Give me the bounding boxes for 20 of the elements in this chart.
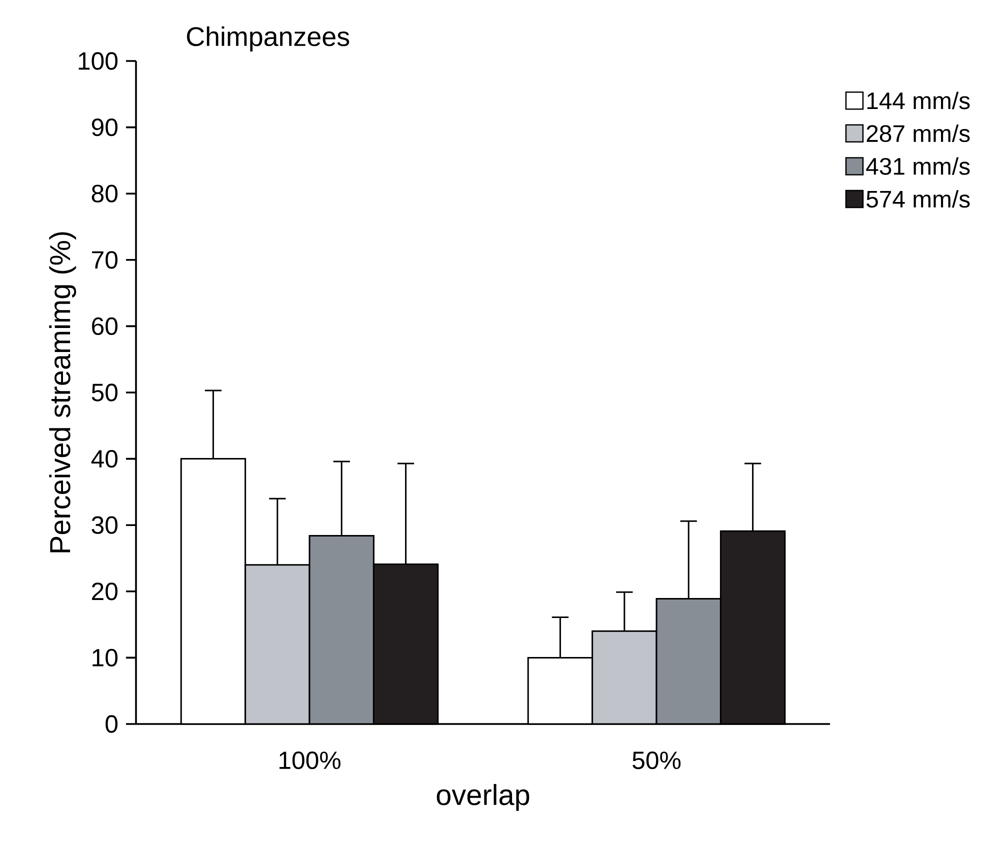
y-tick-label: 20 bbox=[92, 582, 118, 600]
y-tick-label: 0 bbox=[106, 715, 118, 733]
y-axis-title: Perceived streamimg (%) bbox=[49, 232, 76, 552]
x-tick-label: 50% bbox=[632, 752, 681, 770]
y-tick-label: 50 bbox=[92, 384, 118, 402]
y-tick-label: 90 bbox=[92, 118, 118, 136]
y-tick-label: 80 bbox=[92, 184, 118, 202]
legend-label: 574 mm/s bbox=[866, 190, 970, 208]
x-axis-title: overlap bbox=[436, 784, 530, 811]
legend-label: 431 mm/s bbox=[866, 157, 970, 175]
y-tick-label: 10 bbox=[92, 648, 118, 667]
x-tick-label: 100% bbox=[280, 752, 340, 770]
legend-label: 144 mm/s bbox=[867, 92, 970, 110]
y-tick-label: 30 bbox=[92, 516, 118, 534]
y-tick-label: 40 bbox=[91, 450, 118, 468]
chart-title: Chimpanzees bbox=[186, 26, 350, 52]
legend-label: 287 mm/s bbox=[866, 124, 970, 142]
y-tick-label: 70 bbox=[92, 251, 118, 269]
y-tick-label: 100 bbox=[78, 52, 118, 70]
y-tick-label: 60 bbox=[92, 317, 118, 336]
